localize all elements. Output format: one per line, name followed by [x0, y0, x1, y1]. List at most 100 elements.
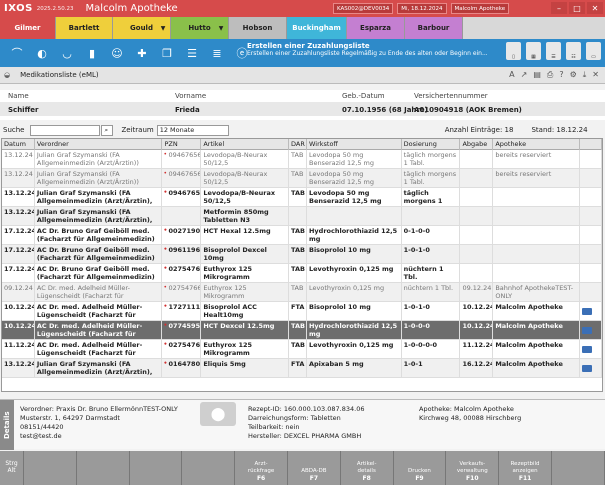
column-header-action	[580, 139, 602, 150]
contact-icon[interactable]: ☰	[187, 46, 197, 60]
table-row[interactable]: 11.12.24 AC Dr. med. Adelheid Müller-Lüge…	[2, 340, 602, 359]
bottle-button-icon[interactable]: ▯	[506, 42, 521, 60]
tab-gould[interactable]: Gould ▼	[113, 17, 171, 39]
tab-dropdown-icon[interactable]: ▼	[218, 24, 224, 32]
table-row[interactable]: 17.12.24 AC Dr. Bruno Graf Geiböll med. (…	[2, 245, 602, 264]
column-header[interactable]: Verordner	[35, 139, 163, 150]
clipboard-icon[interactable]: ▭	[586, 42, 601, 60]
print-icon[interactable]: ⎙	[546, 70, 554, 79]
fkey-empty[interactable]	[77, 451, 130, 485]
bottle-icon[interactable]: ▮	[88, 46, 96, 60]
cell-text: 13.12.24	[4, 208, 35, 216]
share-icon[interactable]: ↗	[520, 70, 528, 79]
column-header[interactable]: Datum	[2, 139, 35, 150]
cell-dar: TAB	[289, 264, 307, 282]
zeitraum-select[interactable]: 12 Monate	[156, 124, 229, 136]
minimize-icon[interactable]: –	[551, 2, 567, 14]
bowl-icon[interactable]: ◡	[62, 46, 72, 60]
cell-text: Levodopa/B-Neurax 50/12,5	[203, 170, 268, 186]
help-icon[interactable]: ?	[559, 70, 564, 79]
tab-hutto[interactable]: Hutto ▼	[171, 17, 229, 39]
cell-datum: 17.12.24	[2, 226, 35, 244]
cell-wirkstoff: Levothyroxin 0,125 mg	[307, 283, 402, 301]
prescription-icon[interactable]	[582, 365, 593, 372]
cell-verordner: AC Dr. med. Adelheid Müller-Lügenscheidt…	[35, 283, 163, 301]
table-row[interactable]: 13.12.24 Julian Graf Szymanski (FA Allgem…	[2, 207, 602, 226]
notice-banner[interactable]: Erstellen einer Zuzahlungsliste Erstelle…	[247, 42, 507, 57]
cell-text: 01647809	[168, 360, 202, 368]
cell-text: nüchtern 1 Tbl.	[403, 284, 454, 292]
column-header[interactable]: Abgabe	[460, 139, 494, 150]
fkey-empty[interactable]: Strg Alt	[0, 451, 24, 485]
cell-text: 0-1-0-0	[403, 227, 430, 235]
fkey-f7[interactable]: ABDA-DB F7	[288, 451, 341, 485]
tab-barbour[interactable]: Barbour	[405, 17, 463, 39]
stand-date: Stand: 18.12.24	[531, 126, 588, 134]
cell-abgabe	[460, 169, 494, 187]
table-row[interactable]: 13.12.24 Julian Graf Szymanski (FA Allgem…	[2, 359, 602, 378]
row-action	[580, 321, 602, 339]
fkey-f11[interactable]: Rezeptbild anzeigen F11	[499, 451, 552, 485]
pharmacy-icon[interactable]: ✚	[137, 46, 147, 60]
prescription-icon[interactable]	[582, 346, 593, 353]
fkey-empty[interactable]	[130, 451, 183, 485]
mortar-icon[interactable]: ⌒	[11, 47, 23, 60]
fkey-empty[interactable]	[552, 451, 605, 485]
cell-text: 1-0-1-0	[403, 303, 430, 311]
cell-text: Malcolm Apotheke	[495, 341, 563, 349]
calendar-icon[interactable]: ▦	[526, 42, 541, 60]
prescription-icon[interactable]	[582, 327, 593, 334]
prescription-icon[interactable]	[582, 308, 593, 315]
flag-icon: •	[163, 170, 167, 177]
pill-icon[interactable]: ◐	[37, 46, 47, 60]
list-icon[interactable]: ☰	[546, 42, 561, 60]
fkey-empty[interactable]	[24, 451, 77, 485]
tab-esparza[interactable]: Esparza	[347, 17, 405, 39]
column-header[interactable]: Dosierung	[402, 139, 461, 150]
font-size-icon[interactable]: A	[509, 70, 515, 79]
cell-dosierung: 1-0-0-0-0	[402, 340, 461, 358]
fkey-f6[interactable]: Arzt- rückfrage F6	[235, 451, 288, 485]
table-row[interactable]: 13.12.24 Julian Graf Szymanski (FA Allgem…	[2, 150, 602, 169]
tab-dropdown-icon[interactable]: ▼	[160, 24, 166, 32]
settings-icon[interactable]: ⚙	[569, 70, 577, 79]
column-header[interactable]: Apotheke	[493, 139, 581, 150]
search-input[interactable]	[30, 124, 101, 136]
cell-text: Bisoprolol 10 mg	[308, 303, 371, 311]
tab-hobson[interactable]: Hobson	[229, 17, 287, 39]
tab-gilmer[interactable]: Gilmer	[0, 17, 56, 39]
tab-bartlett[interactable]: Bartlett	[56, 17, 113, 39]
fkey-f9[interactable]: Drucken F9	[394, 451, 447, 485]
column-header[interactable]: DAR	[289, 139, 307, 150]
users-icon[interactable]: ☺	[111, 46, 123, 60]
details-tab[interactable]: Details	[0, 400, 14, 450]
close-section-icon[interactable]: ✕	[592, 70, 599, 79]
table-row[interactable]: 09.12.24 AC Dr. med. Adelheid Müller-Lüge…	[2, 283, 602, 302]
fkey-f10[interactable]: Verkaufs- verwaltung F10	[446, 451, 500, 485]
stack-icon[interactable]: ≣	[212, 46, 222, 60]
fkey-f8[interactable]: Artikel- details F8	[341, 451, 394, 485]
maximize-icon[interactable]: □	[569, 2, 585, 14]
table-row[interactable]: 10.12.24 AC Dr. med. Adelheid Müller-Lüge…	[2, 321, 602, 340]
search-icon[interactable]: ⌕	[101, 124, 114, 136]
table-row[interactable]: 13.12.24 Julian Graf Szymanski (FA Allgem…	[2, 169, 602, 188]
fkey-empty[interactable]	[182, 451, 236, 485]
cell-pzn: • 09467656	[162, 188, 202, 206]
close-icon[interactable]: ✕	[587, 2, 603, 14]
cell-artikel: Levodopa/B-Neurax 50/12,5	[201, 169, 290, 187]
table-row[interactable]: 13.12.24 Julian Graf Szymanski (FA Allgem…	[2, 188, 602, 207]
tab-buckingham[interactable]: Buckingham	[287, 17, 347, 39]
docs-icon[interactable]: ❐	[162, 46, 172, 60]
user-list-icon[interactable]: ☷	[566, 42, 581, 60]
table-row[interactable]: 17.12.24 AC Dr. Bruno Graf Geiböll med. (…	[2, 264, 602, 283]
export-icon[interactable]: ⤓	[582, 70, 587, 79]
table-row[interactable]: 17.12.24 AC Dr. Bruno Graf Geiböll med. (…	[2, 226, 602, 245]
column-header[interactable]: Artikel	[201, 139, 290, 150]
column-header[interactable]: PZN	[162, 139, 202, 150]
print-preview-icon[interactable]: ▤	[533, 70, 541, 79]
cell-abgabe: 09.12.24	[460, 283, 494, 301]
column-header[interactable]: Wirkstoff	[307, 139, 402, 150]
info-circle-icon[interactable]: ⓔ	[236, 47, 248, 60]
cell-apotheke	[493, 245, 581, 263]
table-row[interactable]: 10.12.24 AC Dr. med. Adelheid Müller-Lüge…	[2, 302, 602, 321]
